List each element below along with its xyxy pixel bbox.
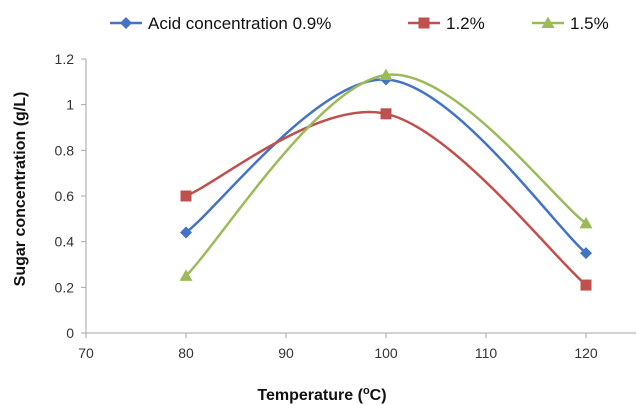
legend-label: 1.2%	[446, 14, 485, 33]
legend-marker	[120, 17, 132, 29]
y-tick-label: 1.2	[55, 51, 75, 67]
x-tick-label: 90	[278, 345, 294, 361]
y-tick-label: 0.4	[55, 234, 75, 250]
x-axis-title-sup: o	[363, 385, 370, 397]
series-2	[180, 108, 592, 291]
x-tick-label: 120	[574, 345, 598, 361]
data-point	[580, 247, 592, 260]
series-line	[185, 73, 587, 277]
x-axis-title-prefix: Temperature (	[257, 387, 363, 404]
legend-label: 1.5%	[570, 14, 609, 33]
y-axis-title: Sugar concentration (g/L)	[12, 92, 29, 287]
x-tick-label: 70	[78, 345, 94, 361]
data-point	[180, 226, 192, 239]
data-point	[379, 68, 393, 80]
x-tick-label: 110	[475, 345, 498, 361]
legend-marker	[418, 17, 430, 29]
legend-entry: Acid concentration 0.9%	[110, 14, 331, 33]
legend: Acid concentration 0.9% 1.2% 1.5%	[110, 14, 609, 33]
legend-entry: 1.5%	[532, 14, 609, 33]
data-point	[179, 269, 193, 281]
data-point	[180, 190, 192, 202]
data-point	[579, 216, 593, 229]
legend-marker	[541, 16, 555, 28]
data-point	[580, 279, 592, 291]
legend-label: Acid concentration 0.9%	[148, 14, 331, 33]
y-tick-label: 0.8	[55, 142, 75, 158]
axes: 0 0.2 0.4 0.6 0.8 1 1.2 70 80 90 100 110 120	[55, 51, 636, 361]
y-tick-label: 1	[66, 97, 74, 113]
x-axis-title-suffix: C)	[370, 387, 387, 404]
series-3	[179, 68, 593, 281]
y-tick-label: 0.6	[55, 188, 75, 204]
y-tick-label: 0.2	[55, 279, 75, 295]
series-line	[185, 78, 587, 255]
x-tick-label: 80	[178, 345, 194, 361]
legend-entry: 1.2%	[408, 14, 485, 33]
y-tick-label: 0	[66, 325, 74, 341]
data-point	[380, 108, 392, 120]
series-layer	[179, 68, 593, 291]
x-axis-title: Temperature (oC)	[257, 385, 386, 404]
x-tick-label: 100	[374, 345, 398, 361]
